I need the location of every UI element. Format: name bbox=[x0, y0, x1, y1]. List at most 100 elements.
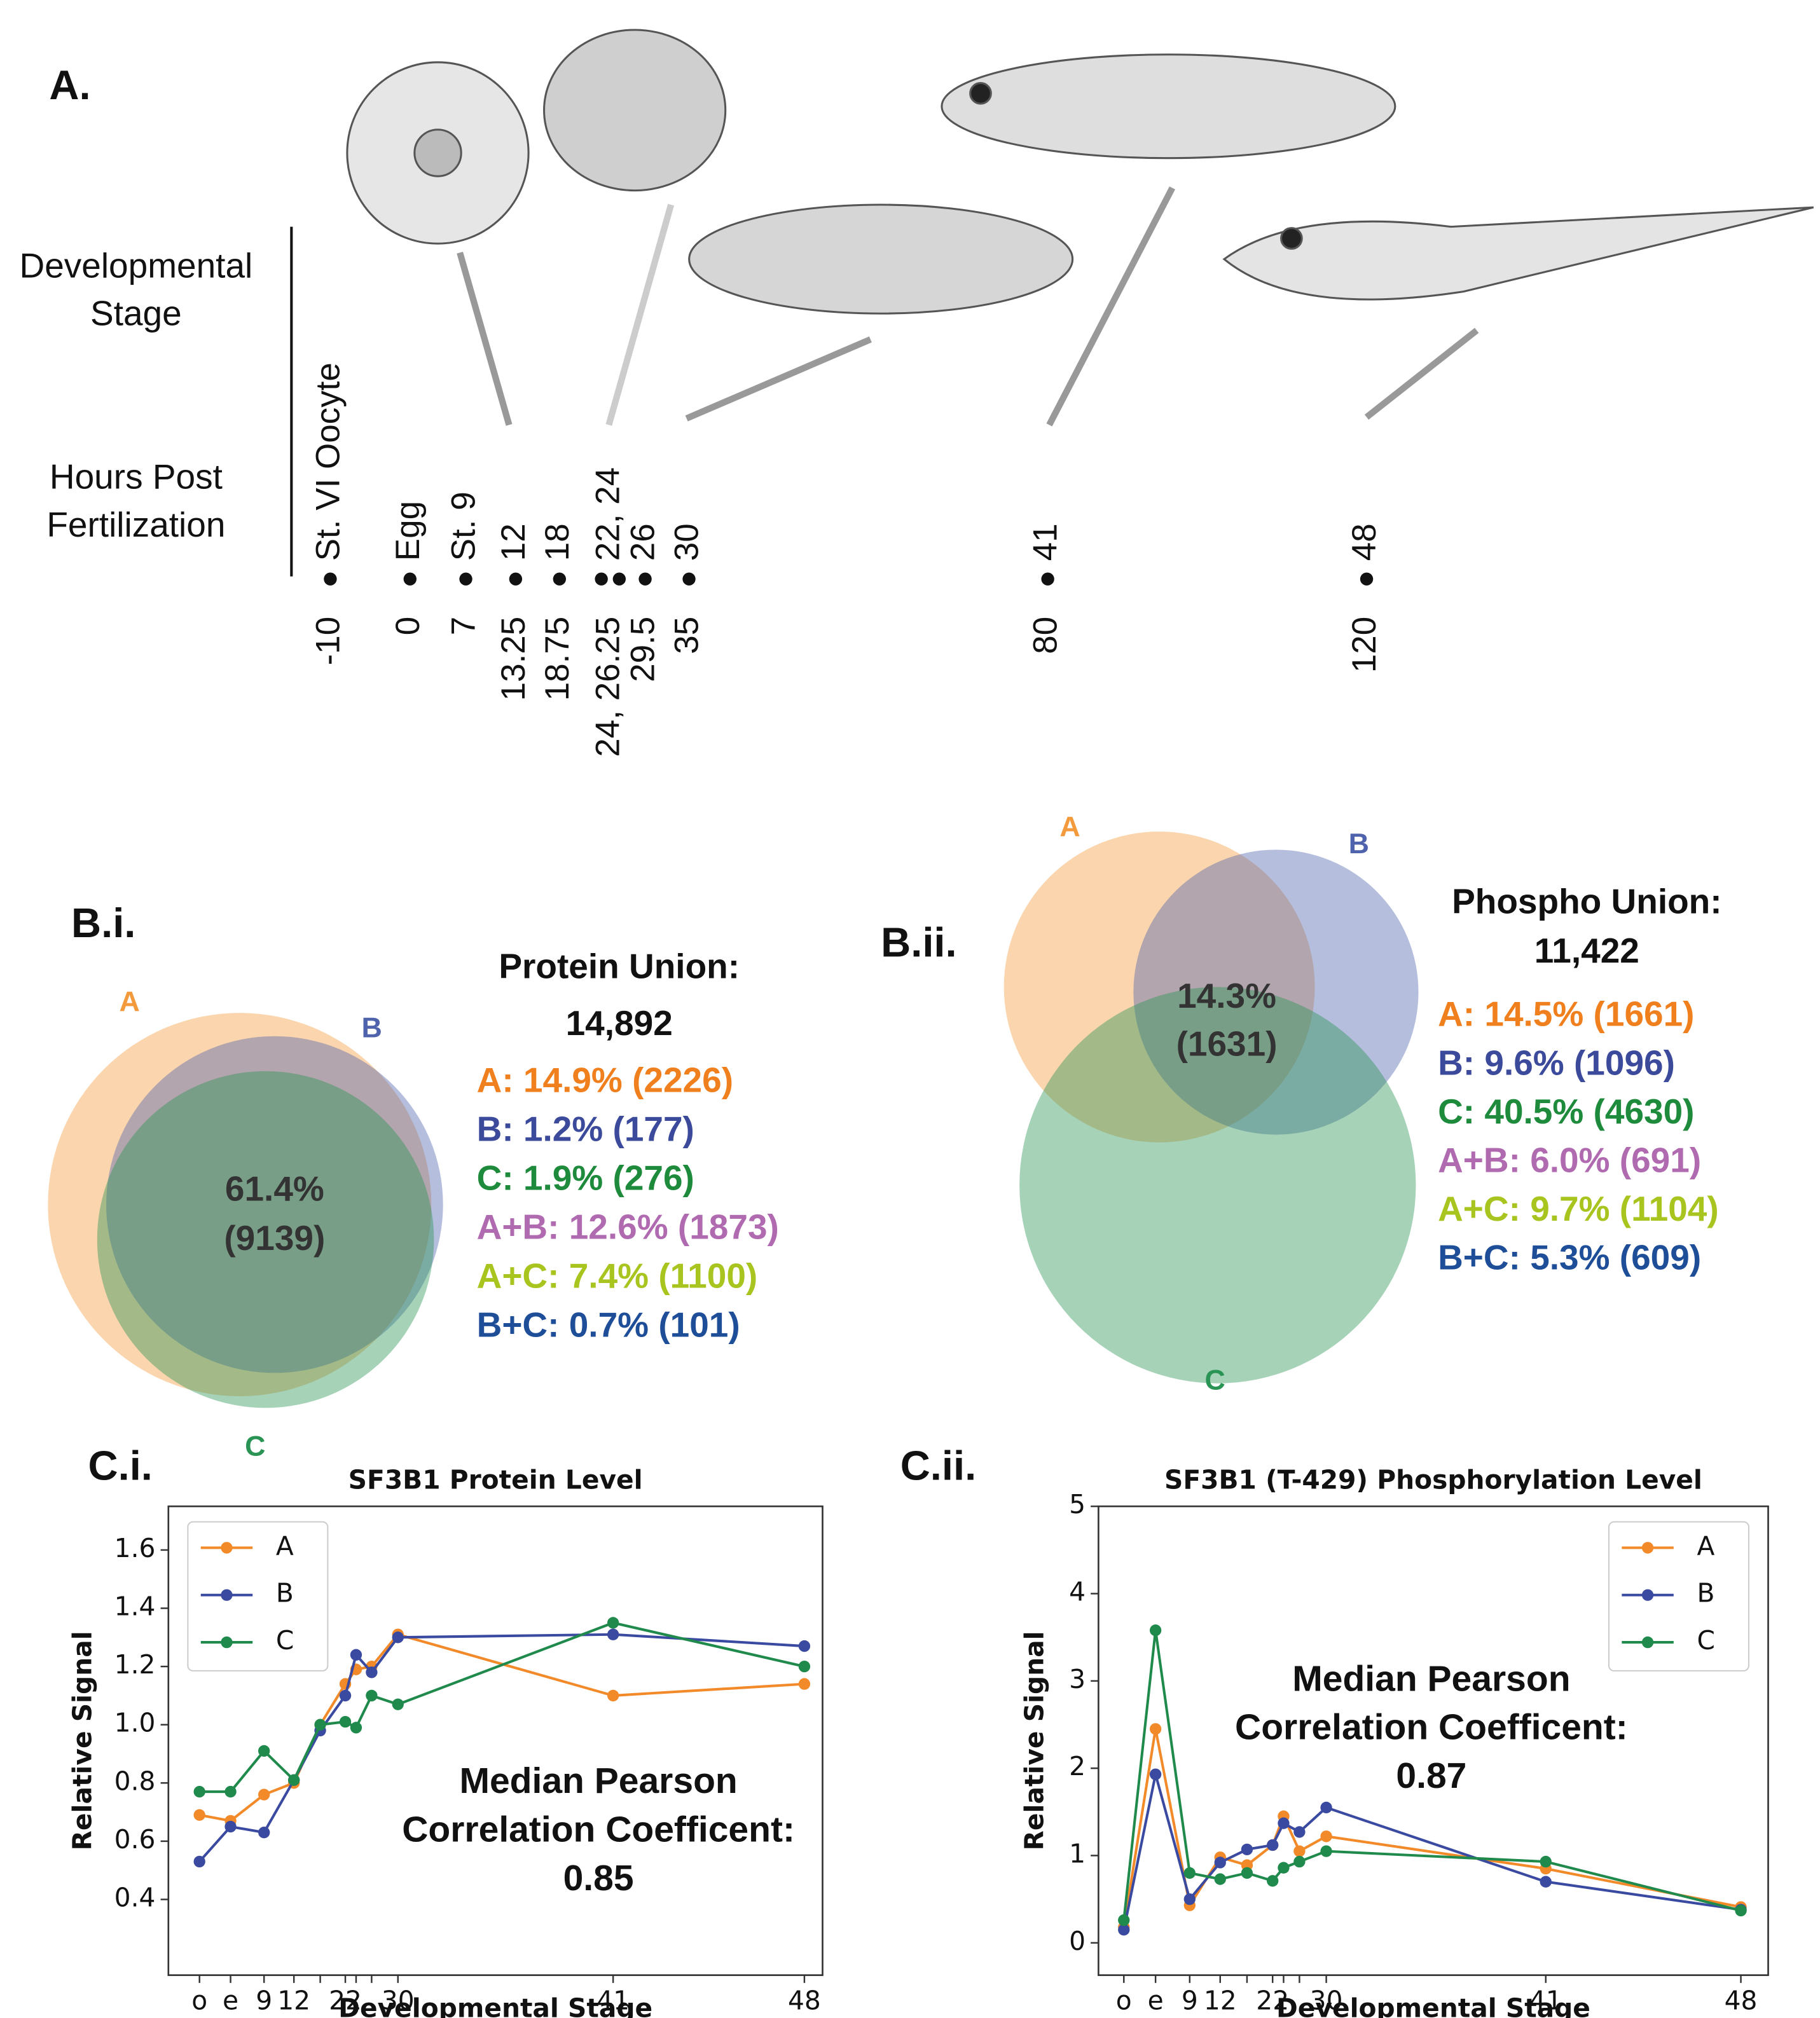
stage-dot bbox=[1041, 572, 1054, 586]
panel-label: B.i. bbox=[71, 900, 135, 946]
annotation: Median Pearson bbox=[1292, 1658, 1570, 1699]
stage-label: 22, 24 bbox=[589, 467, 627, 561]
region-label: C: 40.5% (4630) bbox=[1438, 1092, 1694, 1131]
data-point bbox=[607, 1617, 619, 1629]
set-label: B bbox=[361, 1012, 382, 1043]
legend-marker bbox=[221, 1589, 233, 1601]
data-point bbox=[350, 1649, 362, 1661]
connector bbox=[605, 203, 675, 426]
data-point bbox=[1241, 1867, 1253, 1879]
stage-label: St. VI Oocyte bbox=[309, 362, 347, 561]
venn-circle bbox=[106, 1036, 443, 1373]
panel-label: C.ii. bbox=[900, 1442, 977, 1488]
x-tick-label: 22 bbox=[329, 1985, 362, 2015]
data-point bbox=[1293, 1826, 1306, 1838]
set-label: A bbox=[1059, 811, 1080, 843]
eye bbox=[1280, 227, 1303, 250]
hours-label: 24, 26.25 bbox=[589, 617, 627, 757]
stage-label: 18 bbox=[539, 523, 576, 561]
set-label: A bbox=[120, 986, 140, 1018]
data-point bbox=[1320, 1830, 1332, 1843]
x-tick-label: 22 bbox=[1256, 1985, 1289, 2015]
data-point bbox=[1293, 1845, 1306, 1857]
region-label: B+C: 5.3% (609) bbox=[1438, 1238, 1701, 1277]
annotation: Correlation Coefficent: bbox=[402, 1809, 795, 1850]
data-point bbox=[288, 1774, 300, 1786]
data-point bbox=[366, 1666, 378, 1678]
hours-label: 120 bbox=[1346, 617, 1383, 673]
y-tick-label: 0 bbox=[1069, 1926, 1086, 1956]
x-tick-label: 41 bbox=[1529, 1985, 1562, 2015]
hours-label: 7 bbox=[445, 617, 483, 635]
data-point bbox=[798, 1660, 811, 1673]
stage-label: 26 bbox=[624, 523, 662, 561]
annotation: 0.87 bbox=[1396, 1755, 1466, 1796]
y-tick-label: 1.6 bbox=[114, 1533, 156, 1563]
region-label: A+C: 7.4% (1100) bbox=[477, 1256, 758, 1296]
annotation: Median Pearson bbox=[459, 1761, 737, 1801]
data-point bbox=[224, 1820, 237, 1833]
venn-circle bbox=[48, 1013, 432, 1397]
hours-label: -10 bbox=[309, 617, 347, 666]
row-label: Stage bbox=[90, 294, 182, 333]
y-tick-label: 1.0 bbox=[114, 1708, 156, 1738]
data-point bbox=[1267, 1839, 1279, 1851]
set-label: C bbox=[1205, 1364, 1225, 1396]
x-tick-label: o bbox=[191, 1985, 207, 2015]
region-label: B: 9.6% (1096) bbox=[1438, 1043, 1675, 1082]
overlap-label: 61.4% bbox=[225, 1169, 324, 1209]
stage-label: 48 bbox=[1346, 523, 1383, 561]
x-tick-label: 9 bbox=[1182, 1985, 1198, 2015]
annotation: Correlation Coefficent: bbox=[1235, 1707, 1628, 1748]
stage-dot bbox=[682, 572, 696, 586]
data-point bbox=[1267, 1875, 1279, 1887]
y-tick-label: 0.4 bbox=[114, 1883, 156, 1913]
legend-label: C bbox=[1697, 1625, 1714, 1656]
data-point bbox=[1320, 1845, 1332, 1857]
stage-dot bbox=[459, 572, 472, 586]
data-point bbox=[258, 1788, 270, 1801]
data-point bbox=[1293, 1855, 1306, 1868]
panel-label: C.i. bbox=[88, 1442, 153, 1488]
legend-marker bbox=[221, 1636, 233, 1649]
x-tick-label: 12 bbox=[1204, 1985, 1237, 2015]
data-point bbox=[1149, 1768, 1162, 1780]
plot-frame bbox=[1098, 1505, 1769, 1976]
stage-label: St. 9 bbox=[445, 491, 483, 561]
data-point bbox=[193, 1855, 205, 1868]
data-point bbox=[366, 1689, 378, 1702]
data-point bbox=[1183, 1867, 1196, 1879]
row-label: Developmental bbox=[19, 245, 252, 285]
data-point bbox=[798, 1678, 811, 1690]
data-point bbox=[607, 1628, 619, 1640]
stage-dot bbox=[595, 572, 608, 586]
plot-frame bbox=[167, 1505, 824, 1976]
x-tick-label: 48 bbox=[788, 1985, 821, 2015]
data-point bbox=[314, 1719, 326, 1731]
data-point bbox=[1214, 1857, 1226, 1869]
y-tick-label: 5 bbox=[1069, 1489, 1086, 1520]
x-tick-label: o bbox=[1116, 1985, 1132, 2015]
data-point bbox=[392, 1631, 404, 1644]
legend-label: B bbox=[1697, 1578, 1714, 1609]
tadpole-drawing bbox=[1222, 206, 1814, 301]
stage-dot bbox=[403, 572, 417, 586]
y-tick-label: 4 bbox=[1069, 1577, 1086, 1607]
region-label: B: 1.2% (177) bbox=[477, 1109, 694, 1149]
embryo-drawing bbox=[543, 29, 727, 192]
y-tick-label: 2 bbox=[1069, 1751, 1086, 1781]
tadpole-drawing bbox=[941, 53, 1396, 160]
data-point bbox=[258, 1745, 270, 1757]
chart-title: SF3B1 Protein Level bbox=[348, 1465, 643, 1495]
connector bbox=[1364, 327, 1479, 420]
annotation: 0.85 bbox=[563, 1858, 634, 1898]
data-point bbox=[1278, 1862, 1290, 1874]
data-point bbox=[1149, 1723, 1162, 1735]
connectors bbox=[457, 186, 1479, 427]
connector bbox=[685, 336, 872, 422]
stage-label: 41 bbox=[1027, 523, 1065, 561]
overlap-label: 14.3% bbox=[1177, 976, 1276, 1015]
region-label: A+C: 9.7% (1104) bbox=[1438, 1189, 1719, 1228]
hours-label: 29.5 bbox=[624, 617, 662, 682]
